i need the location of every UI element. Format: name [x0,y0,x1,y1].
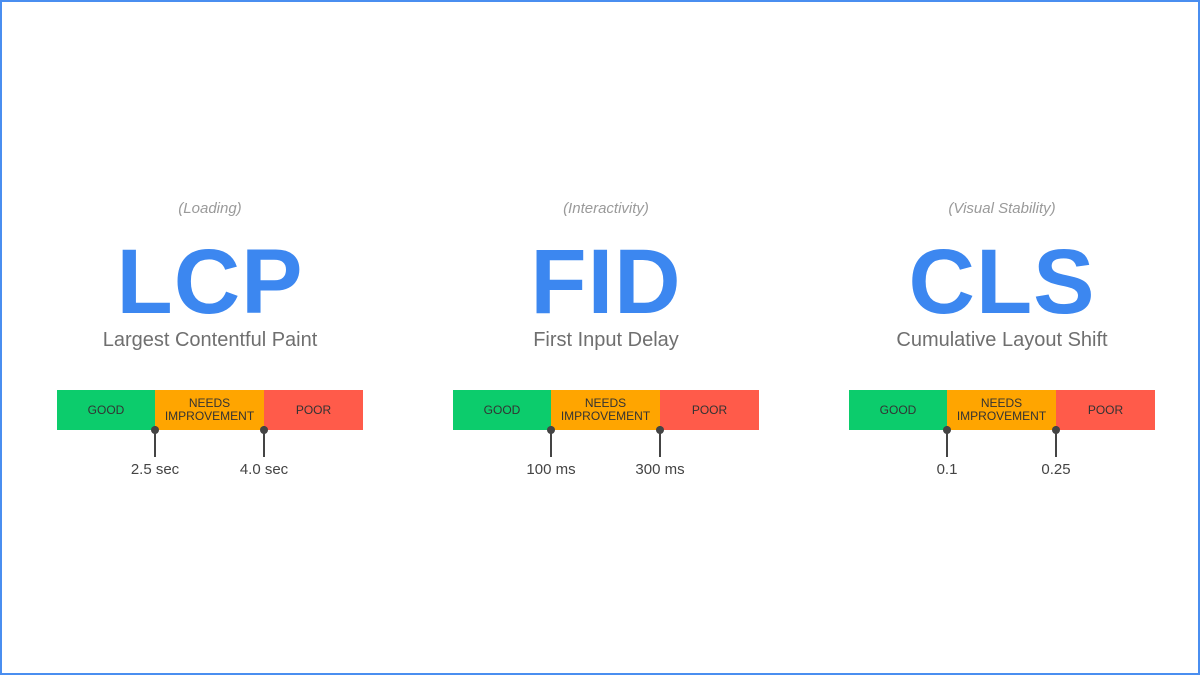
threshold-bar: GOOD NEEDS IMPROVEMENT POOR [57,390,363,430]
threshold-marker [547,426,555,457]
threshold-bar: GOOD NEEDS IMPROVEMENT POOR [849,390,1155,430]
threshold-label: 0.1 [936,461,958,478]
metric-cls: (Visual Stability) CLS Cumulative Layout… [849,0,1155,675]
segment-good: GOOD [57,390,155,430]
segment-poor: POOR [660,390,759,430]
threshold-marker [1052,426,1060,457]
metric-category: (Loading) [178,200,242,217]
metric-name: Cumulative Layout Shift [896,329,1108,351]
metric-fid: (Interactivity) FID First Input Delay GO… [453,0,759,675]
segment-label: NEEDS IMPROVEMENT [164,396,255,423]
segment-good: GOOD [849,390,947,430]
segment-label: NEEDS IMPROVEMENT [560,396,651,423]
threshold-label: 0.25 [1041,461,1071,478]
segment-poor: POOR [264,390,363,430]
threshold-label: 100 ms [526,461,576,478]
segment-good: GOOD [453,390,551,430]
metric-name: First Input Delay [533,329,679,351]
threshold-marker [943,426,951,457]
segment-label: NEEDS IMPROVEMENT [956,396,1047,423]
threshold-marker [151,426,159,457]
metric-abbreviation: FID [530,231,682,333]
threshold-label: 2.5 sec [130,461,180,478]
threshold-label: 300 ms [635,461,685,478]
metric-abbreviation: CLS [908,231,1096,333]
metric-category: (Interactivity) [563,200,649,217]
segment-poor: POOR [1056,390,1155,430]
segment-needs-improvement: NEEDS IMPROVEMENT [947,390,1056,430]
threshold-label: 4.0 sec [239,461,289,478]
metric-name: Largest Contentful Paint [102,329,318,351]
threshold-bar: GOOD NEEDS IMPROVEMENT POOR [453,390,759,430]
metric-abbreviation: LCP [116,231,304,333]
metric-category: (Visual Stability) [948,200,1056,217]
metric-lcp: (Loading) LCP Largest Contentful Paint G… [57,0,363,675]
threshold-marker [656,426,664,457]
segment-needs-improvement: NEEDS IMPROVEMENT [155,390,264,430]
segment-needs-improvement: NEEDS IMPROVEMENT [551,390,660,430]
threshold-marker [260,426,268,457]
